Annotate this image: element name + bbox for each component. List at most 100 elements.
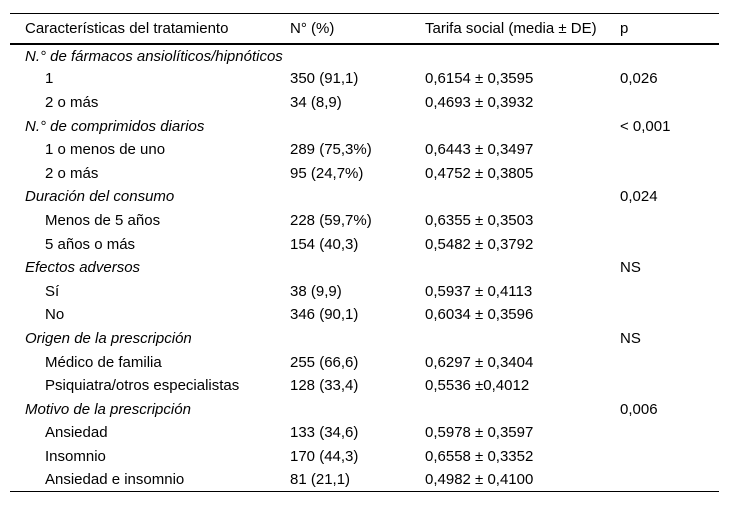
cell-label: Origen de la prescripción [25,329,192,347]
cell-n [290,114,425,138]
cell-n [290,397,425,421]
table-row: 2 o más 34 (8,9) 0,4693 ± 0,3932 [10,91,719,115]
cell-tarifa: 0,6558 ± 0,3352 [425,447,534,465]
cell-p [620,421,719,445]
treatment-characteristics-table: Características del tratamiento N° (%) T… [10,13,719,493]
table-row: Insomnio 170 (44,3) 0,6558 ± 0,3352 [10,445,719,469]
cell-n [290,256,425,280]
cell-tarifa: 0,5536 ±0,4012 [425,377,530,395]
cell-tarifa: 0,6443 ± 0,3497 [425,141,534,159]
cell-n [290,185,425,209]
cell-tarifa: 0,4982 ± 0,4100 [425,471,534,489]
cell-p [620,303,719,327]
table-row: Ansiedad 133 (34,6) 0,5978 ± 0,3597 [10,421,719,445]
table-row: 2 o más 95 (24,7%) 0,4752 ± 0,3805 [10,161,719,185]
table-row-group: Origen de la prescripción NS [10,327,719,351]
cell-p [620,445,719,469]
col-header-n-pct: N° (%) [290,19,335,37]
cell-tarifa: 0,6297 ± 0,3404 [425,353,534,371]
cell-p: NS [620,329,641,347]
cell-n: 128 (33,4) [290,377,359,395]
cell-tarifa [425,327,620,351]
cell-n: 95 (24,7%) [290,164,364,182]
cell-tarifa: 0,4693 ± 0,3932 [425,93,534,111]
cell-label: 5 años o más [45,235,136,253]
cell-label: 2 o más [45,93,99,111]
cell-label: 2 o más [45,164,99,182]
table-header-row: Características del tratamiento N° (%) T… [10,14,719,44]
cell-p: 0,026 [620,70,658,88]
cell-label: Sí [45,282,60,300]
cell-label: Menos de 5 años [45,211,161,229]
cell-tarifa: 0,5937 ± 0,4113 [425,282,533,300]
cell-tarifa: 0,5482 ± 0,3792 [425,235,534,253]
table-row: Médico de familia 255 (66,6) 0,6297 ± 0,… [10,350,719,374]
cell-p [620,374,719,398]
cell-tarifa [425,185,620,209]
cell-p: NS [620,259,641,277]
cell-n: 133 (34,6) [290,424,359,442]
cell-n [290,44,425,68]
cell-p: 0,024 [620,188,658,206]
cell-tarifa: 0,6034 ± 0,3596 [425,306,534,324]
cell-tarifa [425,256,620,280]
col-header-caracteristicas: Características del tratamiento [25,19,229,37]
cell-n: 154 (40,3) [290,235,359,253]
cell-p [620,44,719,68]
cell-tarifa [425,44,620,68]
cell-tarifa [425,114,620,138]
cell-label: N.° de comprimidos diarios [25,117,205,135]
cell-p [620,468,719,492]
cell-n: 38 (9,9) [290,282,342,300]
cell-label: Insomnio [45,447,106,465]
cell-tarifa: 0,6154 ± 0,3595 [425,70,534,88]
cell-p [620,138,719,162]
cell-label: Motivo de la prescripción [25,400,191,418]
data-table: Características del tratamiento N° (%) T… [10,13,719,493]
cell-p [620,209,719,233]
cell-label: 1 o menos de uno [45,141,166,159]
cell-tarifa [425,397,620,421]
table-row: 5 años o más 154 (40,3) 0,5482 ± 0,3792 [10,232,719,256]
table-row: 1 350 (91,1) 0,6154 ± 0,3595 0,026 [10,67,719,91]
cell-n: 170 (44,3) [290,447,359,465]
cell-label: Médico de familia [45,353,162,371]
cell-n [290,327,425,351]
cell-tarifa: 0,5978 ± 0,3597 [425,424,534,442]
cell-n: 346 (90,1) [290,306,359,324]
cell-label: Psiquiatra/otros especialistas [45,377,240,395]
col-header-p: p [620,19,629,37]
table-row-group: Duración del consumo 0,024 [10,185,719,209]
cell-n: 34 (8,9) [290,93,342,111]
cell-label: 1 [45,70,54,88]
table-row: Ansiedad e insomnio 81 (21,1) 0,4982 ± 0… [10,468,719,492]
cell-p [620,350,719,374]
cell-label: Ansiedad [45,424,108,442]
cell-p: 0,006 [620,400,658,418]
cell-label: Efectos adversos [25,259,141,277]
cell-p: < 0,001 [620,117,671,135]
table-row: Psiquiatra/otros especialistas 128 (33,4… [10,374,719,398]
table-row: No 346 (90,1) 0,6034 ± 0,3596 [10,303,719,327]
cell-n: 228 (59,7%) [290,211,372,229]
table-row-group: Motivo de la prescripción 0,006 [10,397,719,421]
cell-n: 255 (66,6) [290,353,359,371]
cell-label: No [45,306,65,324]
cell-n: 289 (75,3%) [290,141,372,159]
cell-label: Duración del consumo [25,188,175,206]
table-row-group: N.° de comprimidos diarios < 0,001 [10,114,719,138]
cell-label: N.° de fármacos ansiolíticos/hipnóticos [25,48,283,66]
cell-p [620,279,719,303]
table-row: 1 o menos de uno 289 (75,3%) 0,6443 ± 0,… [10,138,719,162]
col-header-tarifa-social: Tarifa social (media ± DE) [425,19,597,37]
cell-p [620,161,719,185]
cell-n: 350 (91,1) [290,70,359,88]
table-row-group: Efectos adversos NS [10,256,719,280]
cell-label: Ansiedad e insomnio [45,471,185,489]
table-row-group: N.° de fármacos ansiolíticos/hipnóticos [10,44,719,68]
table-row: Sí 38 (9,9) 0,5937 ± 0,4113 [10,279,719,303]
table-row: Menos de 5 años 228 (59,7%) 0,6355 ± 0,3… [10,209,719,233]
cell-n: 81 (21,1) [290,471,351,489]
cell-tarifa: 0,6355 ± 0,3503 [425,211,534,229]
